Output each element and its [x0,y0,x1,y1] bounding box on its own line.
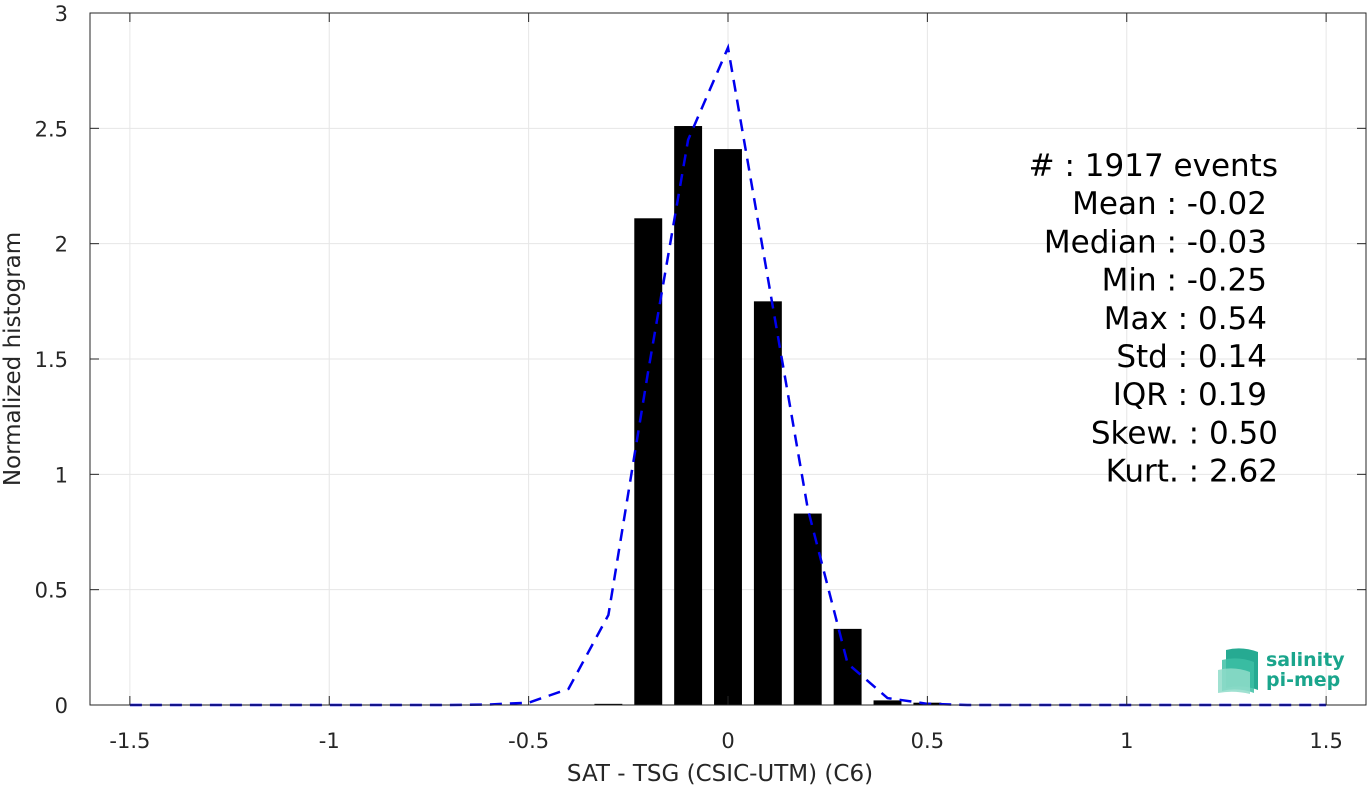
y-tick-label: 3 [55,2,68,26]
x-tick-label: -0.5 [508,729,549,753]
stat-line: Std : 0.14 [1116,339,1267,375]
histogram-bar [674,126,703,705]
stat-line: # : 1917 events [1029,148,1278,184]
y-tick-label: 0 [55,694,68,718]
histogram-bar [594,703,623,705]
x-tick-label: -1 [319,729,340,753]
logo: salinity pi-mep [1218,648,1345,694]
y-tick-label: 2.5 [35,117,68,141]
logo-line2: pi-mep [1266,669,1340,691]
histogram-bar [873,700,902,705]
y-tick-label: 1 [55,463,68,487]
stat-line: Min : -0.25 [1102,263,1267,299]
y-axis-label: Normalized histogram [0,232,26,486]
stat-line: Skew. : 0.50 [1091,415,1278,451]
x-axis-label: SAT - TSG (CSIC-UTM) (C6) [567,761,873,785]
x-tick-label: 0 [721,729,734,753]
x-tick-label: 0.5 [911,729,944,753]
x-tick-label: -1.5 [109,729,150,753]
y-tick-label: 0.5 [35,579,68,603]
histogram-bar [793,513,822,705]
axis-ticks [90,12,1366,706]
x-tick-label: 1.5 [1309,729,1342,753]
histogram-bar [714,149,742,706]
stat-line: Kurt. : 2.62 [1106,454,1278,490]
histogram-bar [753,301,782,705]
x-tick-labels: -1.5 -1 -0.5 0 0.5 1 1.5 [109,729,1342,753]
y-tick-label: 1.5 [35,348,68,372]
histogram-bars [594,126,942,706]
x-tick-label: 1 [1120,729,1133,753]
stat-line: IQR : 0.19 [1113,377,1267,413]
stat-line: Median : -0.03 [1044,224,1267,260]
stat-line: Max : 0.54 [1104,301,1267,337]
stat-line: Mean : -0.02 [1072,186,1267,222]
histogram-bar [634,218,663,705]
y-tick-label: 2 [55,233,68,257]
y-tick-labels: 0 0.5 1 1.5 2 2.5 3 [35,2,68,718]
logo-line1: salinity [1266,649,1345,671]
salinity-wave-icon [1218,648,1258,694]
histogram-bar [833,628,862,705]
